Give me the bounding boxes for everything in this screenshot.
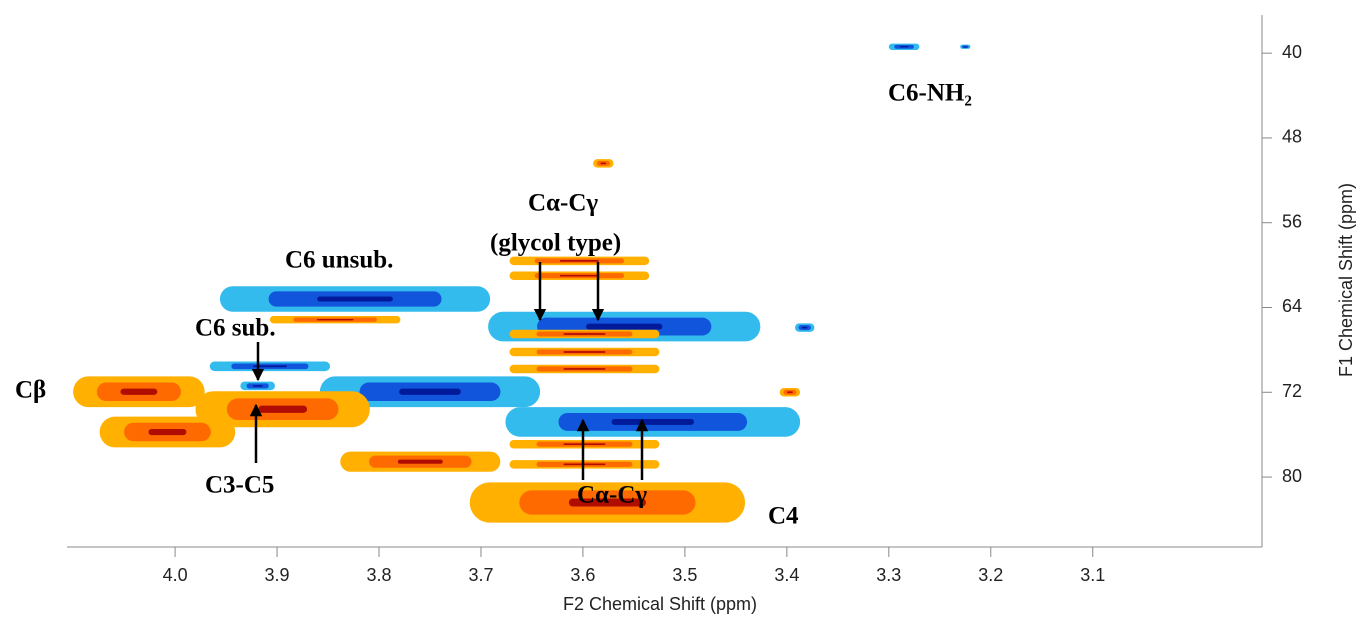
annotation: (glycol type)	[490, 230, 621, 257]
contour-level	[801, 326, 808, 329]
contour-level	[316, 318, 354, 321]
contour-level	[563, 333, 606, 335]
contour-level	[563, 368, 606, 370]
y-axis-label: F1 Chemical Shift (ppm)	[1336, 183, 1356, 377]
x-tick-label: 3.5	[672, 565, 697, 585]
x-tick-label: 3.2	[978, 565, 1003, 585]
x-tick-label: 3.9	[265, 565, 290, 585]
contour-level	[568, 498, 646, 507]
annotation: C6 unsub.	[285, 247, 393, 274]
y-tick-label: 64	[1282, 296, 1302, 316]
annotation: C6 sub.	[195, 315, 276, 342]
contour-level	[397, 459, 443, 464]
annotation: Cα-Cγ	[577, 482, 647, 509]
x-tick-label: 3.3	[876, 565, 901, 585]
x-tick-label: 3.6	[570, 565, 595, 585]
annotation: C6-NH₂	[888, 80, 972, 107]
x-tick-label: 4.0	[163, 565, 188, 585]
contour-level	[787, 391, 793, 394]
contour-level	[586, 323, 663, 330]
arrows	[249, 262, 649, 480]
contour-level	[563, 351, 606, 353]
y-tick-label: 48	[1282, 127, 1302, 147]
annotation: Cβ	[15, 377, 46, 404]
x-tick-label: 3.1	[1080, 565, 1105, 585]
contour-level	[899, 46, 909, 48]
x-tick-label: 3.8	[366, 565, 391, 585]
contour-level	[563, 443, 606, 446]
x-tick-label: 3.4	[774, 565, 799, 585]
contour-level	[317, 296, 393, 302]
contour-level	[559, 260, 599, 262]
contour-level	[563, 463, 606, 466]
annotation: C3-C5	[205, 472, 274, 499]
contour-level	[600, 162, 607, 165]
contour-level	[148, 428, 187, 436]
contour-level	[611, 418, 695, 425]
contour-level	[258, 405, 308, 413]
y-tick-label: 40	[1282, 42, 1302, 62]
contour-level	[252, 385, 263, 387]
y-tick-label: 56	[1282, 211, 1302, 231]
y-tick-label: 80	[1282, 466, 1302, 486]
x-axis-label: F2 Chemical Shift (ppm)	[563, 594, 757, 614]
annotation: C4	[768, 503, 799, 530]
contour-level	[399, 388, 461, 395]
contour-level	[253, 365, 287, 368]
contour-level	[963, 46, 967, 48]
x-tick-label: 3.7	[468, 565, 493, 585]
annotation: Cα-Cγ	[528, 190, 598, 217]
plot-area	[73, 43, 971, 523]
contour-level	[120, 388, 158, 395]
contour-level	[559, 274, 599, 277]
y-tick-label: 72	[1282, 381, 1302, 401]
